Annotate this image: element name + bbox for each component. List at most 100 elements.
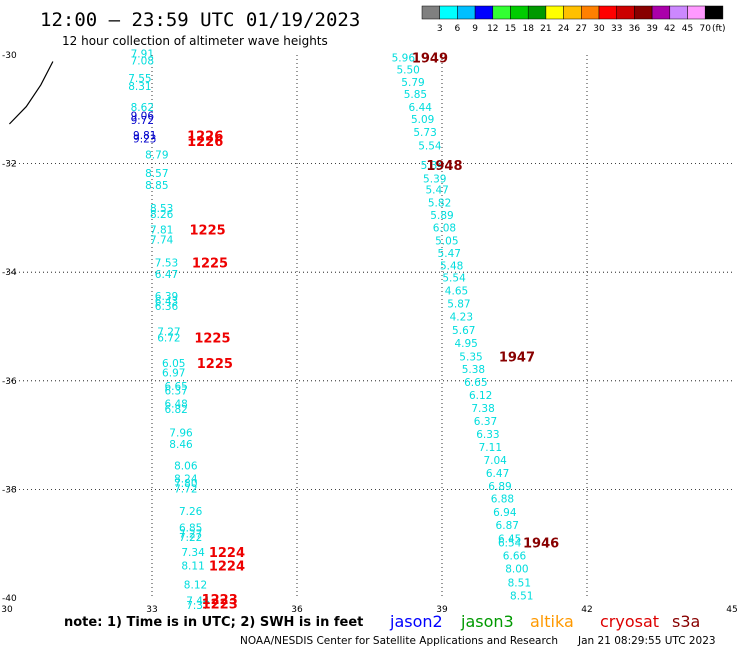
x-tick-label: 33 (146, 605, 157, 615)
colorbar-label: 39 (646, 24, 658, 34)
swh-value: 9.06 (131, 110, 155, 122)
colorbar-label: 70 (699, 24, 711, 34)
chart-title: 12:00 – 23:59 UTC 01/19/2023 (40, 9, 360, 31)
swh-value: 5.82 (428, 198, 451, 210)
swh-value: 8.11 (181, 560, 204, 572)
y-tick-label: -34 (2, 268, 17, 278)
swh-value: 7.37 (186, 600, 209, 612)
swh-value: 7.27 (157, 326, 180, 338)
swh-value: 5.34 (421, 160, 445, 172)
swh-value: 7.26 (179, 506, 203, 518)
colorbar-unit: (ft) (712, 24, 726, 34)
colorbar-label: 12 (487, 24, 498, 34)
colorbar-swatch (439, 5, 458, 20)
swh-value: 8.62 (131, 102, 154, 114)
pass-time-label: 1226 (187, 129, 223, 144)
swh-value: 6.08 (433, 223, 456, 235)
swh-value: 6.43 (155, 296, 178, 308)
swh-value: 6.48 (164, 399, 187, 411)
credit-line: NOAA/NESDIS Center for Satellite Applica… (240, 635, 558, 647)
swh-value: 8.24 (174, 474, 198, 486)
colorbar-swatch (457, 5, 476, 20)
colorbar-label: 30 (593, 24, 605, 34)
colorbar-swatch (510, 5, 529, 20)
swh-value: 6.54 (498, 538, 522, 550)
swh-value: 5.67 (452, 325, 475, 337)
colorbar-swatch (581, 5, 600, 20)
swh-value: 9.23 (133, 134, 156, 146)
x-tick-label: 45 (726, 605, 737, 615)
swh-value: 8.51 (510, 590, 533, 602)
swh-value: 5.85 (404, 89, 427, 101)
swh-value: 6.89 (488, 481, 511, 493)
swh-value: 7.27 (179, 528, 202, 540)
colorbar-swatch (421, 5, 440, 20)
swh-value: 7.53 (155, 257, 178, 269)
swh-value: 5.87 (447, 299, 470, 311)
colorbar-label: 6 (455, 24, 461, 34)
pass-time-label: 1224 (209, 559, 245, 574)
pass-time-label: 1947 (499, 350, 535, 365)
swh-value: 8.85 (145, 180, 168, 192)
y-tick-label: -36 (2, 377, 17, 387)
satellite-legend: jason2 jason3 altika cryosat s3a (389, 612, 700, 631)
swh-value: 7.81 (150, 224, 173, 236)
swh-value: 5.47 (438, 248, 461, 260)
swh-value: 5.38 (462, 364, 485, 376)
axis-ticks: 30 33 36 39 42 45 -30 -32 -34 -36 -38 -40 (1, 51, 737, 615)
colorbar-label: 15 (505, 24, 516, 34)
coastline (8, 61, 54, 125)
swh-value: 6.47 (155, 269, 178, 281)
swh-value: 8.06 (174, 461, 198, 473)
swh-value: 6.37 (164, 386, 187, 398)
swh-value: 7.04 (483, 455, 507, 467)
swh-value: 6.65 (164, 381, 187, 393)
satellite-jason2: jason2 (389, 612, 443, 631)
swh-value: 7.80 (174, 478, 197, 490)
swh-value: 7.44 (186, 596, 210, 608)
x-tick-label: 39 (436, 605, 448, 615)
swh-value: 8.79 (145, 149, 168, 161)
pass-time-label: 1223 (202, 593, 238, 608)
swh-value: 9.81 (133, 130, 156, 142)
x-tick-label: 30 (1, 605, 13, 615)
swh-value: 7.96 (169, 427, 193, 439)
swh-value: 6.82 (164, 404, 187, 416)
units-note: note: 1) Time is in UTC; 2) SWH is in fe… (64, 615, 363, 630)
swh-value: 7.38 (471, 403, 494, 415)
swh-value: 5.73 (413, 127, 436, 139)
colorbar-swatch (474, 5, 494, 20)
satellite-jason3: jason3 (460, 612, 514, 631)
swh-value: 6.87 (496, 520, 519, 532)
swh-value: 6.12 (469, 390, 492, 402)
colorbar-label: 36 (629, 24, 641, 34)
colorbar-label: 9 (472, 24, 478, 34)
swh-value: 8.51 (508, 577, 531, 589)
satellite-cryosat: cryosat (600, 612, 659, 631)
swh-value: 7.34 (181, 547, 205, 559)
swh-value: 6.94 (493, 507, 517, 519)
colorbar-swatch (545, 5, 564, 20)
colorbar-swatch (598, 5, 617, 20)
time-labels: 1226122612251225122512251224122412231223… (187, 52, 559, 613)
pass-time-label: 1225 (194, 331, 230, 346)
swh-value: 5.09 (411, 114, 434, 126)
colorbar-swatch (634, 5, 653, 20)
colorbar-label: 45 (682, 24, 693, 34)
swh-value: 5.47 (425, 185, 448, 197)
x-tick-label: 36 (291, 605, 303, 615)
swh-value: 6.36 (155, 301, 179, 313)
swh-value: 6.88 (491, 494, 514, 506)
y-tick-label: -30 (2, 51, 17, 61)
colorbar-swatch (669, 5, 688, 20)
swh-value: 7.08 (131, 55, 154, 67)
swh-value: 5.89 (430, 210, 453, 222)
swh-value: 5.48 (440, 261, 463, 273)
colorbar-label: 42 (664, 24, 675, 34)
colorbar-swatch (616, 5, 635, 20)
swh-value: 5.35 (459, 351, 482, 363)
swh-value: 6.39 (155, 291, 178, 303)
colorbar-label: 27 (576, 24, 587, 34)
pass-time-label: 1225 (189, 223, 225, 238)
